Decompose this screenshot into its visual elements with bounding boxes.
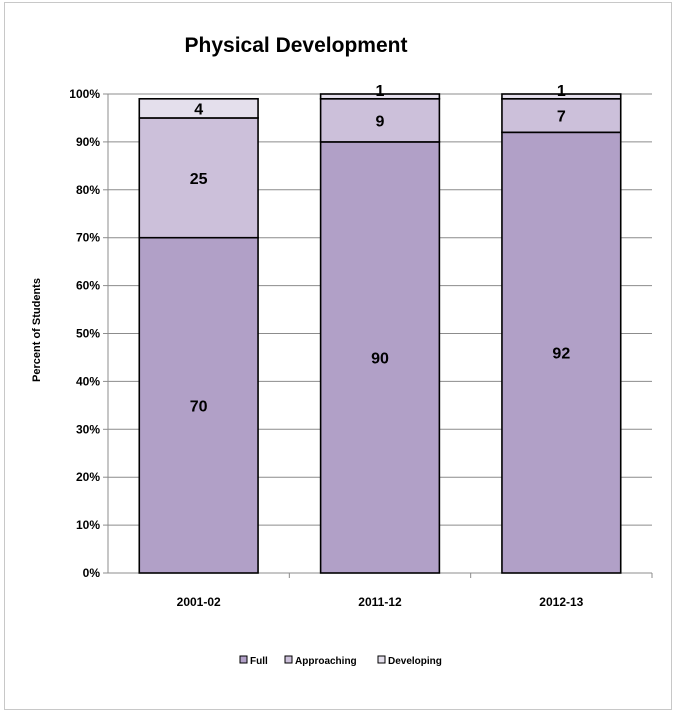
y-tick-label: 10%: [76, 518, 100, 532]
y-tick-label: 100%: [69, 87, 100, 101]
bars: [138, 93, 622, 574]
bar-segment: [501, 93, 622, 100]
bar-segment: [501, 131, 622, 574]
x-tick-label: 2011-12: [358, 595, 402, 609]
bar-segment: [501, 97, 622, 134]
x-tick-label: 2001-02: [177, 595, 221, 609]
bar-segment: [319, 141, 441, 574]
legend-label: Full: [250, 656, 268, 667]
y-tick-label: 30%: [76, 422, 100, 436]
y-tick-label: 90%: [76, 135, 100, 149]
bar-segment: [138, 236, 259, 574]
data-label: 1: [376, 83, 385, 100]
data-label: 92: [552, 346, 570, 363]
y-tick-label: 20%: [76, 470, 100, 484]
data-label: 7: [557, 109, 566, 126]
y-tick-label: 80%: [76, 183, 100, 197]
legend-swatch: [377, 655, 386, 664]
legend-swatch: [239, 655, 248, 664]
data-label: 9: [376, 113, 385, 130]
bar-segment: [138, 117, 259, 239]
y-tick-label: 0%: [83, 566, 101, 580]
y-tick-label: 40%: [76, 374, 100, 388]
data-label: 4: [194, 101, 203, 118]
data-label: 70: [190, 398, 208, 415]
legend-label: Developing: [388, 656, 442, 667]
legend-swatch: [284, 655, 293, 664]
bar-segment: [319, 97, 441, 143]
x-tick-label: 2012-13: [539, 595, 583, 609]
bar-segment: [319, 93, 441, 100]
y-tick-label: 70%: [76, 231, 100, 245]
legend: Full Approaching Developing: [239, 655, 442, 667]
data-label: 1: [557, 83, 566, 100]
y-tick-label: 50%: [76, 327, 100, 341]
chart-title: Physical Development: [185, 34, 408, 57]
data-label: 90: [371, 350, 389, 367]
y-tick-label: 60%: [76, 279, 100, 293]
legend-label: Approaching: [295, 656, 357, 667]
y-axis-label: Percent of Students: [31, 278, 43, 382]
data-label: 25: [190, 171, 208, 188]
bar-segment: [138, 97, 259, 119]
